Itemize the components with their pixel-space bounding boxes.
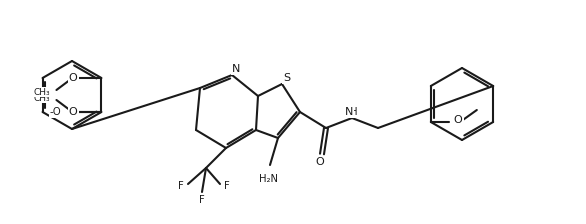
- Text: O: O: [454, 115, 462, 125]
- Text: H₂N: H₂N: [258, 174, 278, 184]
- Text: -O: -O: [50, 107, 62, 117]
- Text: O: O: [69, 73, 77, 83]
- Text: N: N: [345, 107, 353, 117]
- Text: O: O: [316, 157, 325, 167]
- Text: S: S: [284, 73, 291, 83]
- Text: F: F: [178, 181, 184, 191]
- Text: H: H: [350, 107, 357, 117]
- Text: CH₃: CH₃: [34, 93, 50, 103]
- Text: CH₃: CH₃: [34, 88, 50, 97]
- Text: F: F: [224, 181, 230, 191]
- Text: O: O: [69, 107, 77, 117]
- Text: N: N: [232, 64, 240, 74]
- Text: F: F: [199, 195, 205, 205]
